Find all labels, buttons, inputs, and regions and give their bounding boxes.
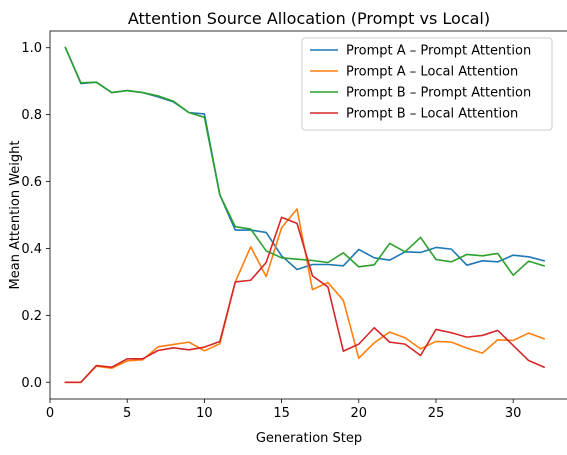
x-tick-label: 30 bbox=[505, 406, 522, 421]
legend: Prompt A – Prompt Attention Prompt A – Lo… bbox=[301, 37, 553, 131]
y-axis-ticks: 0.0 0.2 0.4 0.6 0.8 1.0 bbox=[21, 41, 50, 391]
y-tick-label: 0.2 bbox=[21, 309, 42, 324]
chart-title: Attention Source Allocation (Prompt vs L… bbox=[128, 9, 490, 28]
legend-label: Prompt A – Local Attention bbox=[346, 65, 518, 80]
x-tick-label: 20 bbox=[351, 406, 368, 421]
x-tick-label: 0 bbox=[46, 406, 54, 421]
y-tick-label: 0.8 bbox=[21, 108, 42, 123]
x-tick-label: 25 bbox=[428, 406, 445, 421]
legend-label: Prompt B – Prompt Attention bbox=[346, 86, 531, 101]
x-axis-ticks: 0 5 10 15 20 25 30 bbox=[46, 399, 522, 421]
y-tick-label: 1.0 bbox=[21, 41, 42, 56]
legend-label: Prompt B – Local Attention bbox=[346, 107, 518, 122]
series-line-4 bbox=[64, 216, 546, 384]
series-lines bbox=[64, 46, 546, 384]
y-tick-label: 0.4 bbox=[21, 242, 42, 257]
plot-frame bbox=[49, 30, 567, 400]
x-tick-label: 5 bbox=[123, 406, 131, 421]
legend-label: Prompt A – Prompt Attention bbox=[346, 44, 531, 59]
x-tick-label: 10 bbox=[196, 406, 213, 421]
y-axis-label: Mean Attention Weight bbox=[8, 141, 23, 290]
x-axis-label: Generation Step bbox=[256, 431, 362, 446]
series-line-3 bbox=[64, 46, 546, 277]
legend-box bbox=[301, 37, 553, 131]
y-tick-label: 0.0 bbox=[21, 376, 42, 391]
x-tick-label: 15 bbox=[273, 406, 290, 421]
y-tick-label: 0.6 bbox=[21, 175, 42, 190]
